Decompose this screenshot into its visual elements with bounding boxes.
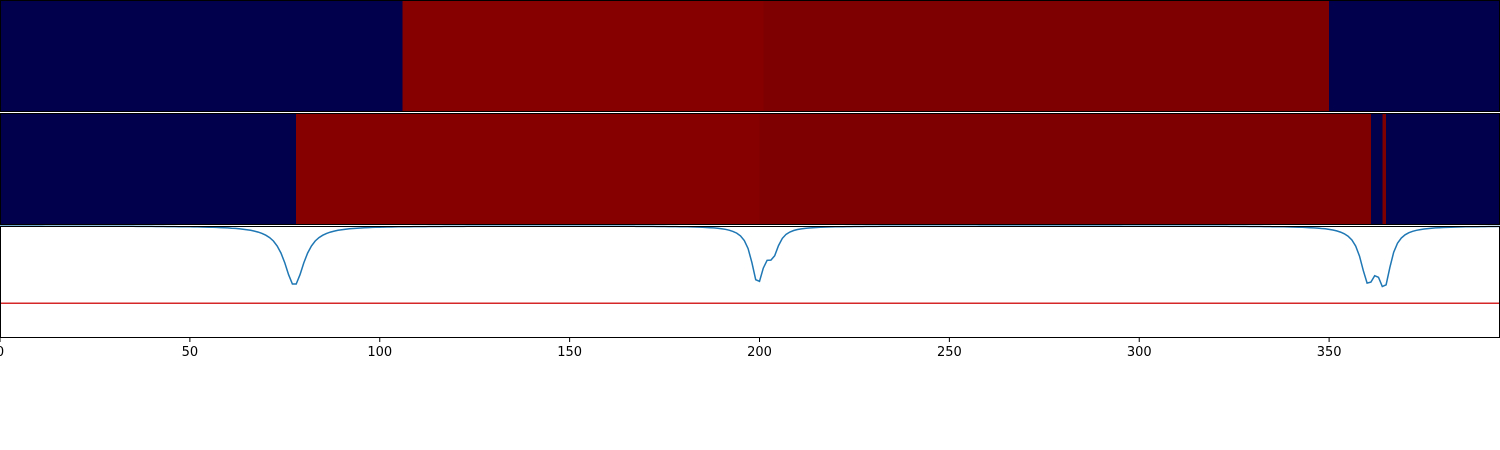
heatmap-segment <box>1382 113 1387 225</box>
line-panel <box>0 225 1500 305</box>
x-tick-label: 300 <box>1127 345 1152 360</box>
x-axis: 0 50 100 150 200 250 300 350 <box>0 338 1342 360</box>
heatmap-segment <box>763 0 1330 112</box>
x-tick-label: 0 <box>0 345 4 360</box>
heatmap-segment <box>0 113 297 225</box>
x-tick-label: 150 <box>557 345 582 360</box>
heatmap-segment <box>1329 0 1500 112</box>
x-tick-label: 50 <box>182 345 199 360</box>
heatmap-segment <box>296 113 760 225</box>
x-tick-label: 200 <box>747 345 772 360</box>
x-tick-label: 100 <box>367 345 392 360</box>
heatmap-segment <box>0 0 403 112</box>
heatmap-segment <box>759 113 1371 225</box>
x-tick-label: 250 <box>937 345 962 360</box>
heatmap-segment <box>1370 113 1383 225</box>
heatmap-segment <box>402 0 764 112</box>
heatmap-top <box>0 0 1500 112</box>
x-tick-label: 350 <box>1317 345 1342 360</box>
series-line <box>0 225 1500 288</box>
heatmap-segment <box>1386 113 1500 225</box>
panel-frame <box>0 226 1500 338</box>
heatmap-bottom <box>0 113 1500 225</box>
